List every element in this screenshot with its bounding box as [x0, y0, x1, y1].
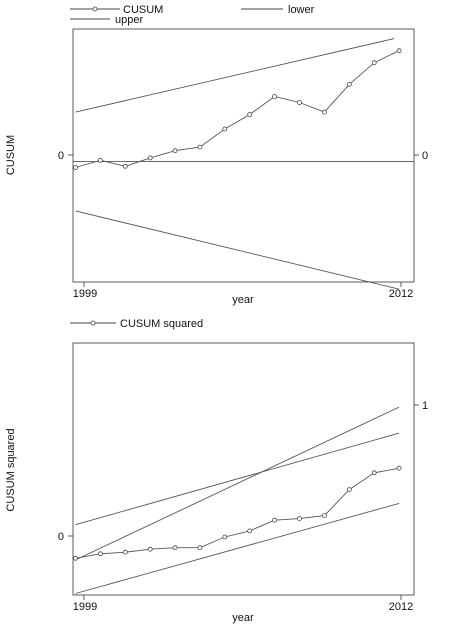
cusum-panel: CUSUM lower upper CUSUM 0 0 1999 2012 ye…	[5, 4, 428, 306]
cusum-squared-point-2005	[222, 534, 228, 540]
cusum-y-axis-label: CUSUM	[5, 135, 17, 175]
legend-marker-cusum	[92, 6, 98, 12]
cusum-squared-series-upper-band	[75, 432, 400, 526]
cusum-point-2010	[346, 82, 352, 87]
cusum-squared-series-lower-band	[75, 502, 400, 594]
cusum-squared-y-tick-label-left: 0	[58, 531, 64, 543]
cusum-point-2012	[396, 48, 402, 54]
cusum-squared-point-2010	[346, 487, 352, 493]
legend-label-cusum-squared: CUSUM squared	[120, 318, 203, 330]
cusum-y-tick-label-right: 0	[422, 150, 428, 162]
cusum-point-1999	[73, 165, 78, 170]
cusum-point-2011	[371, 60, 377, 66]
cusum-lines	[73, 38, 414, 290]
cusum-point-2001	[122, 163, 128, 169]
cusum-squared-series-middle-line	[75, 406, 400, 561]
cusum-point-2003	[172, 148, 178, 154]
cusum-squared-y-tick-label-right: 1	[422, 400, 428, 412]
cusum-legend: CUSUM lower upper	[70, 4, 315, 26]
cusum-plot-frame	[72, 28, 415, 283]
cusum-x-tick-label-2012: 2012	[389, 288, 413, 300]
cusum-series-lower	[75, 210, 400, 290]
cusum-squared-point-2011	[371, 470, 377, 476]
legend-marker-cusum-squared	[90, 320, 96, 326]
cusum-squared-y-axis-label: CUSUM squared	[5, 428, 17, 511]
cusum-squared-series-cusum-squared	[75, 467, 400, 559]
cusum-squared-x-axis-label: year	[232, 612, 254, 624]
cusum-point-2005	[222, 126, 228, 132]
cusum-squared-point-1999	[73, 555, 78, 561]
cusum-point-2006	[247, 112, 253, 117]
cusum-squared-x-tick-label-2012: 2012	[389, 601, 413, 613]
cusum-point-2008	[297, 100, 302, 105]
cusum-squared-markers	[73, 465, 402, 561]
cusum-squared-point-2000	[98, 551, 103, 557]
cusum-series-upper	[75, 38, 395, 113]
cusum-squared-point-2002	[147, 546, 153, 552]
cusum-squared-point-2001	[122, 549, 128, 555]
legend-label-upper: upper	[115, 14, 143, 26]
cusum-squared-point-2004	[197, 545, 203, 551]
legend-label-lower: lower	[288, 4, 315, 16]
cusum-point-2002	[147, 155, 153, 161]
cusum-squared-plot-frame	[72, 342, 415, 596]
cusum-point-2000	[98, 157, 103, 163]
cusum-x-axis-label: year	[232, 294, 254, 306]
cusum-squared-point-2008	[297, 516, 302, 521]
cusum-squared-point-2009	[321, 513, 327, 518]
cusum-y-tick-label-left: 0	[58, 150, 64, 162]
legend-label-cusum: CUSUM	[123, 4, 163, 16]
cusum-squared-point-2003	[172, 545, 178, 551]
cusum-x-tick-label-1999: 1999	[73, 288, 97, 300]
cusum-squared-point-2007	[272, 517, 278, 523]
cusum-squared-x-tick-label-1999: 1999	[73, 601, 97, 613]
cusum-squared-panel: CUSUM squared CUSUM squared 0 1 1999 201…	[5, 318, 428, 624]
cusum-squared-point-2012	[396, 465, 402, 471]
cusum-squared-legend: CUSUM squared	[70, 318, 203, 330]
cusum-squared-lines	[75, 406, 400, 594]
cusum-series-cusum	[75, 50, 400, 168]
cusum-point-2009	[321, 109, 327, 115]
cusum-markers	[73, 48, 402, 170]
cusum-point-2004	[197, 144, 203, 150]
cusum-point-2007	[272, 94, 278, 99]
cusum-squared-point-2006	[247, 528, 253, 534]
